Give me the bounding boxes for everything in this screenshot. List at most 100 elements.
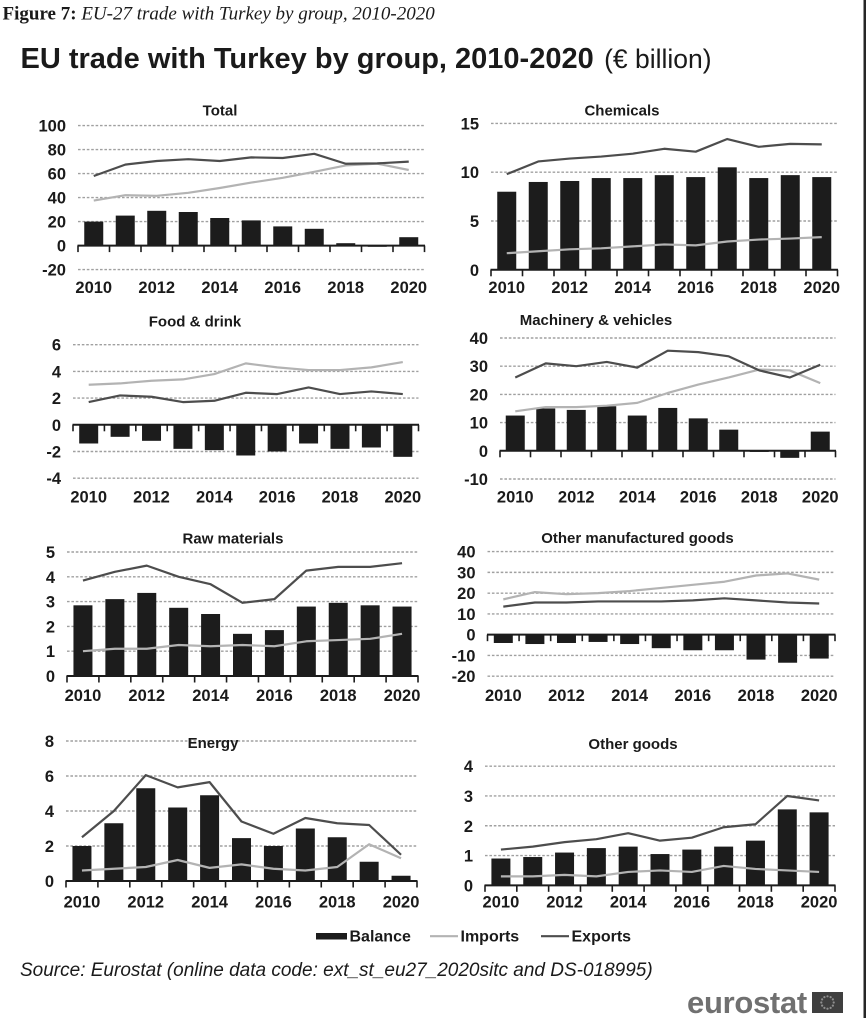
svg-text:2016: 2016 [680,489,717,507]
svg-text:-2: -2 [46,444,61,462]
svg-text:2020: 2020 [384,489,421,507]
svg-text:Figure 7: EU-27 trade with Tur: Figure 7: EU-27 trade with Turkey by gro… [3,4,436,25]
svg-text:30: 30 [457,564,475,582]
svg-text:2010: 2010 [64,894,101,912]
svg-text:2012: 2012 [127,894,164,912]
svg-text:Total: Total [203,103,238,120]
svg-text:2014: 2014 [192,687,230,705]
svg-text:2012: 2012 [138,279,175,297]
svg-text:Imports: Imports [461,929,520,946]
svg-text:Food & drink: Food & drink [149,314,242,331]
svg-text:2010: 2010 [70,489,107,507]
svg-text:6: 6 [45,768,54,786]
svg-text:2016: 2016 [673,894,710,912]
svg-text:2010: 2010 [497,489,534,507]
svg-text:2016: 2016 [264,279,301,297]
svg-text:10: 10 [461,164,479,182]
svg-text:2018: 2018 [320,687,357,705]
svg-text:EU trade with Turkey by group,: EU trade with Turkey by group, 2010-2020… [21,43,712,75]
svg-text:2018: 2018 [737,894,774,912]
svg-text:Machinery & vehicles: Machinery & vehicles [520,312,673,329]
svg-text:0: 0 [464,877,473,895]
svg-text:0: 0 [46,668,55,686]
svg-text:40: 40 [48,190,66,208]
svg-text:-4: -4 [46,470,61,488]
svg-text:2: 2 [464,818,473,836]
svg-text:2: 2 [52,390,61,408]
svg-text:2018: 2018 [738,687,775,705]
svg-text:0: 0 [45,873,54,891]
svg-text:2018: 2018 [740,279,777,297]
svg-text:80: 80 [48,142,66,160]
svg-text:2020: 2020 [801,894,838,912]
svg-text:2: 2 [45,838,54,856]
svg-text:5: 5 [46,544,55,562]
svg-text:-10: -10 [464,471,488,489]
svg-text:2012: 2012 [548,687,585,705]
svg-text:2018: 2018 [322,489,359,507]
svg-text:2016: 2016 [677,279,714,297]
svg-text:Balance: Balance [350,929,411,946]
svg-text:-20: -20 [42,262,66,280]
svg-text:2016: 2016 [674,687,711,705]
svg-text:2012: 2012 [546,894,583,912]
svg-text:0: 0 [479,443,488,461]
svg-text:2020: 2020 [384,687,421,705]
svg-text:Energy: Energy [188,735,240,752]
svg-text:4: 4 [464,758,474,776]
svg-text:2020: 2020 [390,279,427,297]
svg-text:2018: 2018 [319,894,356,912]
svg-text:5: 5 [470,213,479,231]
svg-text:20: 20 [470,386,488,404]
svg-text:2014: 2014 [619,489,657,507]
svg-text:0: 0 [57,238,66,256]
svg-text:3: 3 [464,788,473,806]
svg-text:40: 40 [470,330,488,348]
svg-text:0: 0 [470,262,479,280]
svg-text:-10: -10 [452,647,476,665]
svg-text:20: 20 [457,585,475,603]
svg-text:2018: 2018 [327,279,364,297]
svg-text:Other manufactured goods: Other manufactured goods [541,530,734,547]
svg-text:10: 10 [457,606,475,624]
svg-text:40: 40 [457,544,475,562]
svg-text:2014: 2014 [611,687,649,705]
svg-text:4: 4 [45,803,55,821]
svg-text:2020: 2020 [803,279,840,297]
svg-text:10: 10 [470,415,488,433]
svg-text:-20: -20 [452,668,476,686]
svg-text:2020: 2020 [802,489,839,507]
svg-text:eurostat: eurostat [687,985,807,1018]
svg-text:2014: 2014 [614,279,652,297]
svg-text:15: 15 [461,115,479,133]
svg-text:2014: 2014 [610,894,648,912]
svg-text:20: 20 [48,214,66,232]
svg-text:2014: 2014 [196,489,234,507]
svg-text:8: 8 [45,733,54,751]
svg-text:100: 100 [38,118,66,136]
svg-text:Chemicals: Chemicals [584,103,659,120]
svg-text:2016: 2016 [256,687,293,705]
svg-text:1: 1 [46,643,55,661]
svg-text:2016: 2016 [259,489,296,507]
svg-text:2012: 2012 [551,279,588,297]
svg-text:60: 60 [48,166,66,184]
svg-text:2010: 2010 [65,687,102,705]
svg-text:2012: 2012 [558,489,595,507]
svg-text:Raw materials: Raw materials [183,531,284,548]
svg-text:2010: 2010 [488,279,525,297]
svg-text:30: 30 [470,358,488,376]
svg-text:2010: 2010 [75,279,112,297]
svg-text:2016: 2016 [255,894,292,912]
svg-text:2014: 2014 [191,894,229,912]
svg-text:2020: 2020 [801,687,838,705]
svg-text:0: 0 [466,627,475,645]
svg-text:2018: 2018 [741,489,778,507]
svg-text:2012: 2012 [133,489,170,507]
svg-text:Exports: Exports [572,929,632,946]
svg-text:2010: 2010 [483,894,520,912]
svg-text:4: 4 [52,363,62,381]
svg-text:Other goods: Other goods [588,736,677,753]
svg-text:Source: Eurostat (online data: Source: Eurostat (online data code: ext_… [20,960,653,981]
svg-text:1: 1 [464,848,473,866]
